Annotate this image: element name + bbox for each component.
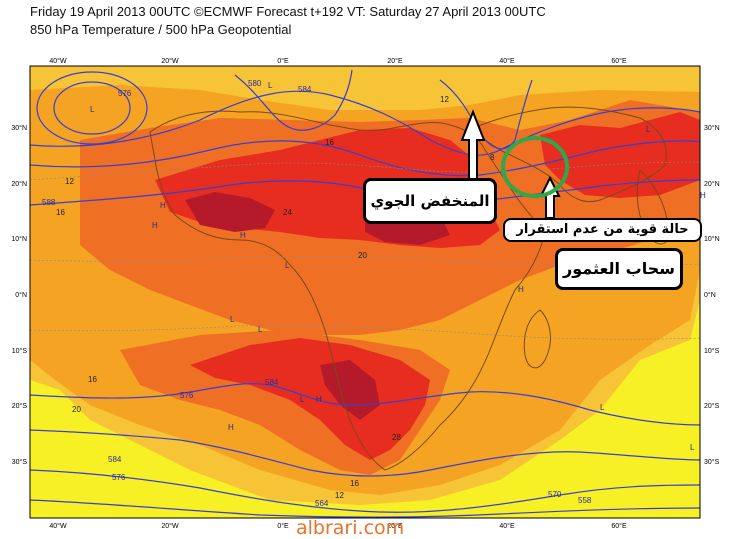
- lon-label-top: 20°E: [387, 57, 403, 65]
- temp-band-red-southern-africa: [190, 338, 430, 460]
- lon-label-bottom: 0°E: [277, 522, 289, 530]
- contour-value-label: 16: [88, 375, 97, 384]
- contour-value-label: 12: [335, 491, 344, 500]
- temp-band-dark-red-west: [185, 192, 275, 232]
- contour-584-south: [30, 383, 700, 426]
- low-center-label: L: [690, 443, 695, 452]
- contour-value-label: 16: [350, 479, 359, 488]
- lat-label-left: 30°S: [12, 458, 28, 466]
- lon-label-top: 60°E: [611, 57, 627, 65]
- contour-value-label: 20: [358, 251, 367, 260]
- madagascar-coastline: [523, 309, 551, 369]
- contour-value-label: 584: [265, 378, 279, 387]
- contour-value-label: 12: [440, 95, 449, 104]
- contour-value-label: 24: [283, 208, 292, 217]
- contour-trough-east: [439, 79, 533, 150]
- lon-label-bottom: 20°W: [161, 522, 179, 530]
- contour-value-label: 588: [42, 198, 56, 207]
- map-title: Friday 19 April 2013 00UTC ©ECMWF Foreca…: [30, 4, 546, 19]
- contour-low-west-inner: [53, 81, 131, 135]
- axis-labels: 40°W 20°W 0°E 20°E 40°E 60°E 40°W 20°W 0…: [11, 57, 719, 530]
- lat-label-left: 30°N: [11, 124, 27, 132]
- high-center-label: H: [152, 221, 158, 230]
- lon-label-top: 40°W: [49, 57, 67, 65]
- contour-value-label: 584: [298, 85, 312, 94]
- low-center-label: L: [230, 315, 235, 324]
- high-center-label: H: [240, 231, 246, 240]
- lat-label-left: 10°S: [12, 347, 28, 355]
- highlight-circle: [501, 136, 569, 198]
- contour-558-south: [30, 499, 700, 518]
- contour-576-north: [30, 90, 700, 156]
- lat-label-left: 20°S: [12, 402, 28, 410]
- contour-576-south: [30, 429, 700, 477]
- lat-label-left: 10°N: [11, 235, 27, 243]
- watermark: albrari.com: [296, 517, 405, 539]
- low-center-label: L: [258, 325, 263, 334]
- low-center-label: L: [300, 395, 305, 404]
- map-subtitle: 850 hPa Temperature / 500 hPa Geopotenti…: [30, 22, 292, 37]
- label-cumulonimbus: سحاب العثمور: [555, 248, 683, 290]
- lat-label-left: 20°N: [11, 180, 27, 188]
- low-center-label: L: [268, 81, 273, 90]
- lat-label-right: 10°N: [704, 235, 720, 243]
- low-center-label: L: [600, 403, 605, 412]
- contour-value-label: 564: [315, 499, 329, 508]
- lon-label-bottom: 40°E: [499, 522, 515, 530]
- isotherm-north-1: [30, 161, 700, 181]
- lat-label-right: 10°S: [704, 347, 720, 355]
- contour-value-label: 16: [56, 208, 65, 217]
- lon-label-top: 20°W: [161, 57, 179, 65]
- low-center-label: L: [285, 261, 290, 270]
- lat-label-right: 20°S: [704, 402, 720, 410]
- contour-584-north: [30, 140, 700, 177]
- contour-value-label: 580: [248, 79, 262, 88]
- lat-label-left: 0°N: [15, 291, 27, 299]
- contour-low-west-outer: [36, 71, 148, 145]
- low-center-label: L: [90, 105, 95, 114]
- contour-value-label: 570: [548, 490, 562, 499]
- high-center-label: H: [228, 423, 234, 432]
- geopotential-contours: [30, 69, 700, 518]
- contour-value-label: 16: [325, 138, 334, 147]
- lon-label-bottom: 20°E: [387, 522, 403, 530]
- lon-label-bottom: 60°E: [611, 522, 627, 530]
- contour-value-label: 576: [180, 391, 194, 400]
- temp-band-red-arabia: [540, 112, 700, 198]
- africa-coastline: [149, 110, 546, 471]
- high-center-label: H: [160, 201, 166, 210]
- map-frame: [29, 65, 701, 519]
- contour-value-label: 28: [392, 433, 401, 442]
- lat-label-right: 20°N: [704, 180, 720, 188]
- low-center-label: L: [646, 125, 651, 134]
- contour-ridge-north: [234, 69, 353, 131]
- isotherm-south-1: [30, 325, 700, 340]
- contour-value-label: 576: [118, 89, 132, 98]
- lat-label-right: 30°S: [704, 458, 720, 466]
- lon-label-top: 40°E: [499, 57, 515, 65]
- lon-label-top: 0°E: [277, 57, 289, 65]
- contour-value-label: 576: [112, 473, 126, 482]
- pressure-center-labels: L L H H H L L L L H H H L L L H: [90, 81, 706, 452]
- lat-label-right: 0°N: [704, 291, 716, 299]
- high-center-label: H: [700, 191, 706, 200]
- label-instability: حالة قوية من عدم استقرار: [503, 218, 702, 242]
- contour-564-south: [30, 469, 700, 513]
- lon-label-bottom: 40°W: [49, 522, 67, 530]
- contour-value-label: 12: [65, 177, 74, 186]
- lat-label-right: 30°N: [704, 124, 720, 132]
- contour-value-label: 20: [72, 405, 81, 414]
- contour-value-label: 584: [108, 455, 122, 464]
- contour-value-labels: 576 12 16 580 584 588 24 20 16 12 8 576 584 16 20 28 584…: [42, 79, 592, 508]
- contour-value-label: 8: [490, 153, 495, 162]
- india-coastline: [636, 169, 669, 245]
- high-center-label: H: [518, 285, 524, 294]
- high-center-label: H: [316, 395, 322, 404]
- label-low-pressure: المنخفض الجوي: [363, 178, 497, 224]
- contour-value-label: 558: [578, 496, 592, 505]
